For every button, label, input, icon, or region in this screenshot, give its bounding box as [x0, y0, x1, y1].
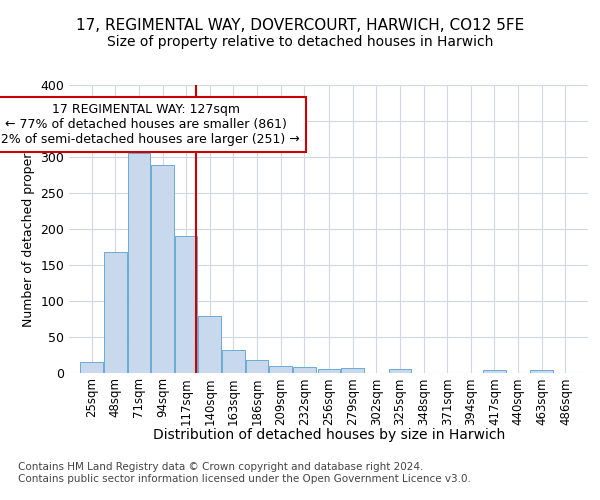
Bar [222, 350, 245, 372]
Bar [318, 369, 340, 372]
Bar [151, 165, 174, 372]
Text: 17, REGIMENTAL WAY, DOVERCOURT, HARWICH, CO12 5FE: 17, REGIMENTAL WAY, DOVERCOURT, HARWICH,… [76, 18, 524, 32]
Bar [104, 252, 127, 372]
Bar [246, 360, 268, 372]
Y-axis label: Number of detached properties: Number of detached properties [22, 130, 35, 327]
Bar [483, 370, 506, 372]
Bar [269, 366, 292, 372]
Bar [341, 368, 364, 372]
Text: Size of property relative to detached houses in Harwich: Size of property relative to detached ho… [107, 35, 493, 49]
Text: Contains HM Land Registry data © Crown copyright and database right 2024.
Contai: Contains HM Land Registry data © Crown c… [18, 462, 471, 484]
Bar [530, 370, 553, 372]
Bar [389, 369, 411, 372]
Bar [199, 316, 221, 372]
Bar [175, 236, 197, 372]
Bar [128, 154, 150, 372]
Text: 17 REGIMENTAL WAY: 127sqm
← 77% of detached houses are smaller (861)
22% of semi: 17 REGIMENTAL WAY: 127sqm ← 77% of detac… [0, 103, 299, 146]
Text: Distribution of detached houses by size in Harwich: Distribution of detached houses by size … [152, 428, 505, 442]
Bar [80, 362, 103, 372]
Bar [293, 367, 316, 372]
